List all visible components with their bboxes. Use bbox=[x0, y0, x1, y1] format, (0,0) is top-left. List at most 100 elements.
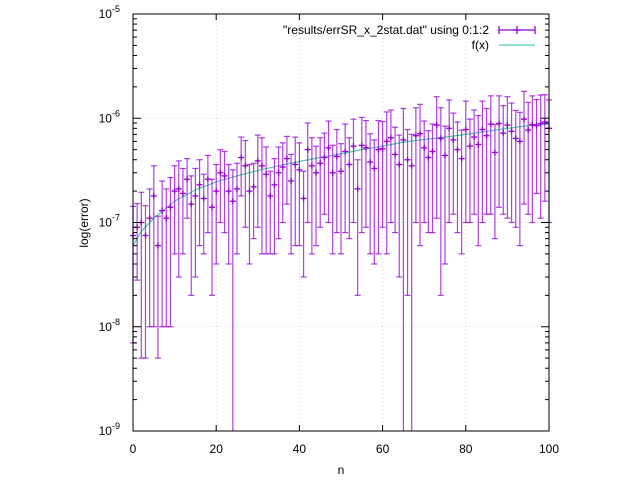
error-bar-point bbox=[267, 170, 274, 255]
error-bar-point bbox=[209, 178, 216, 296]
error-bar-point bbox=[450, 112, 457, 215]
error-bar-point bbox=[188, 175, 195, 296]
error-bar-point bbox=[454, 121, 461, 234]
y-tick-label: 10-9 bbox=[99, 421, 120, 438]
error-bar-point bbox=[154, 215, 161, 359]
error-bar-point bbox=[383, 111, 390, 255]
error-bar-point bbox=[184, 158, 191, 219]
error-bar-point bbox=[275, 146, 282, 240]
error-bar-point bbox=[541, 94, 548, 202]
x-axis: 0 20 40 60 80 100 bbox=[130, 14, 559, 456]
y-tick-label: 10-8 bbox=[99, 317, 120, 334]
error-bar-point bbox=[221, 150, 228, 234]
error-bar-point bbox=[475, 115, 482, 247]
x-axis-title: n bbox=[338, 463, 345, 477]
error-bar-point bbox=[204, 154, 211, 234]
legend-label-fx: f(x) bbox=[472, 38, 489, 52]
legend-swatch-errorbars bbox=[498, 26, 536, 34]
error-bar-point bbox=[213, 163, 220, 265]
error-bar-point bbox=[317, 137, 324, 228]
error-bar-point bbox=[396, 134, 403, 278]
error-bar-point bbox=[142, 205, 149, 359]
error-bar-point bbox=[479, 100, 486, 224]
error-bar-point bbox=[525, 101, 532, 215]
error-bar-point bbox=[367, 133, 374, 255]
error-bar-point bbox=[375, 119, 382, 255]
error-bar-point bbox=[279, 142, 286, 224]
x-tick-label: 0 bbox=[130, 442, 137, 456]
error-bar-point bbox=[362, 119, 369, 228]
y-axis-title: log(error) bbox=[77, 198, 91, 247]
error-bar-point bbox=[425, 130, 432, 234]
error-bar-point bbox=[271, 158, 278, 255]
error-bar-point bbox=[308, 137, 315, 255]
x-tick-label: 100 bbox=[539, 442, 559, 456]
error-bar-point bbox=[175, 160, 182, 278]
error-bar-point bbox=[258, 137, 265, 255]
error-bar-point bbox=[238, 136, 245, 197]
error-bar-point bbox=[516, 111, 523, 247]
error-bar-point bbox=[537, 94, 544, 219]
error-bar-point bbox=[192, 167, 199, 278]
error-bar-point bbox=[163, 188, 170, 328]
y-tick-label: 10-7 bbox=[99, 213, 120, 230]
error-bar-point bbox=[171, 165, 178, 255]
error-bar-point bbox=[437, 107, 444, 296]
error-bar-point bbox=[421, 120, 428, 224]
error-bar-point bbox=[329, 144, 336, 255]
legend: "results/errSR_x_2stat.dat" using 0:1:2 … bbox=[283, 23, 536, 52]
error-bar-point bbox=[342, 123, 349, 234]
error-bar-point bbox=[442, 125, 448, 265]
error-bar-point bbox=[533, 98, 540, 195]
error-bar-point bbox=[508, 102, 515, 224]
error-bar-point bbox=[491, 123, 498, 240]
error-bar-point bbox=[408, 133, 415, 431]
error-bar-point bbox=[159, 180, 166, 328]
error-bar-point bbox=[350, 118, 357, 224]
error-bar-point bbox=[217, 149, 224, 224]
error-bar-point bbox=[466, 118, 473, 224]
error-bar-point bbox=[304, 122, 311, 224]
error-bar-point bbox=[529, 95, 536, 224]
error-bar-point bbox=[283, 135, 290, 205]
error-bar-point bbox=[179, 167, 186, 255]
error-bar-point bbox=[471, 109, 478, 215]
error-bar-point bbox=[500, 105, 507, 215]
x-tick-label: 80 bbox=[459, 442, 473, 456]
error-bar-point bbox=[338, 143, 344, 255]
error-bar-point bbox=[296, 142, 303, 247]
error-bar-point bbox=[387, 109, 394, 224]
error-bar-point bbox=[167, 176, 174, 328]
error-bar-point bbox=[392, 126, 399, 234]
error-bar-point bbox=[346, 137, 353, 240]
error-bar-point bbox=[321, 132, 328, 215]
error-bar-point bbox=[429, 123, 436, 234]
error-bar-point bbox=[521, 90, 528, 205]
error-bar-point bbox=[196, 159, 203, 247]
y-axis: 10-9 10-8 10-7 10-6 10-5 bbox=[99, 4, 549, 438]
error-bar-point bbox=[300, 170, 307, 278]
error-bar-point bbox=[483, 107, 490, 215]
error-bar-point bbox=[200, 173, 207, 255]
error-bar-point bbox=[333, 128, 340, 234]
y-tick-label: 10-6 bbox=[99, 108, 120, 125]
series-fx bbox=[132, 123, 550, 246]
error-bar-point bbox=[313, 145, 320, 247]
error-bar-point bbox=[292, 136, 299, 247]
error-bar-point bbox=[417, 103, 424, 247]
error-bar-point bbox=[138, 191, 145, 359]
series-errorbars bbox=[130, 90, 552, 431]
legend-label-errorbars: "results/errSR_x_2stat.dat" using 0:1:2 bbox=[283, 23, 489, 37]
error-bar-point bbox=[354, 159, 361, 296]
error-bar-point bbox=[288, 153, 295, 255]
error-bar-point bbox=[458, 129, 465, 255]
error-bar-point bbox=[433, 96, 440, 219]
fx-line bbox=[132, 123, 550, 246]
x-tick-label: 60 bbox=[376, 442, 390, 456]
error-bar-point bbox=[412, 107, 419, 224]
x-tick-label: 20 bbox=[210, 442, 224, 456]
error-bar-point bbox=[462, 100, 469, 224]
error-bar-point bbox=[325, 120, 332, 224]
error-bar-point bbox=[400, 107, 407, 431]
